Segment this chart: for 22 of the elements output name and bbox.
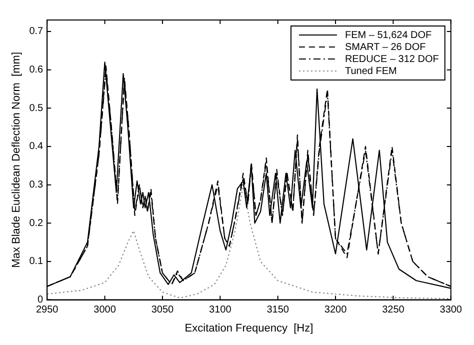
x-tick-label: 3100 bbox=[209, 304, 232, 316]
x-tick-label: 3000 bbox=[94, 304, 116, 316]
x-tick-label: 3200 bbox=[324, 304, 348, 316]
y-tick-label: 0.6 bbox=[29, 64, 44, 76]
y-tick-label: 0.4 bbox=[29, 141, 44, 152]
y-tick-label: 0.3 bbox=[29, 180, 44, 191]
x-tick-label: 3250 bbox=[382, 304, 405, 316]
x-tick-label: 3150 bbox=[266, 304, 290, 316]
legend-label: Tuned FEM bbox=[344, 66, 397, 77]
y-tick-label: 0 bbox=[38, 294, 44, 306]
y-tick-label: 0.1 bbox=[29, 256, 44, 268]
y-tick-label: 0.2 bbox=[29, 218, 44, 229]
x-tick-label: 2950 bbox=[36, 304, 59, 316]
y-axis-title: Max Blade Euclidean Deflection Norm [mm] bbox=[10, 52, 23, 268]
legend-label: FEM – 51,624 DOF bbox=[344, 30, 432, 41]
x-tick-label: 3050 bbox=[151, 304, 174, 316]
x-axis-title: Excitation Frequency [Hz] bbox=[184, 322, 314, 334]
x-tick-label: 3300 bbox=[440, 304, 462, 316]
y-tick-label: 0.7 bbox=[29, 26, 44, 38]
legend-label: REDUCE – 312 DOF bbox=[344, 54, 439, 65]
y-tick-label: 0.5 bbox=[29, 102, 44, 114]
legend-label: SMART – 26 DOF bbox=[344, 42, 426, 53]
